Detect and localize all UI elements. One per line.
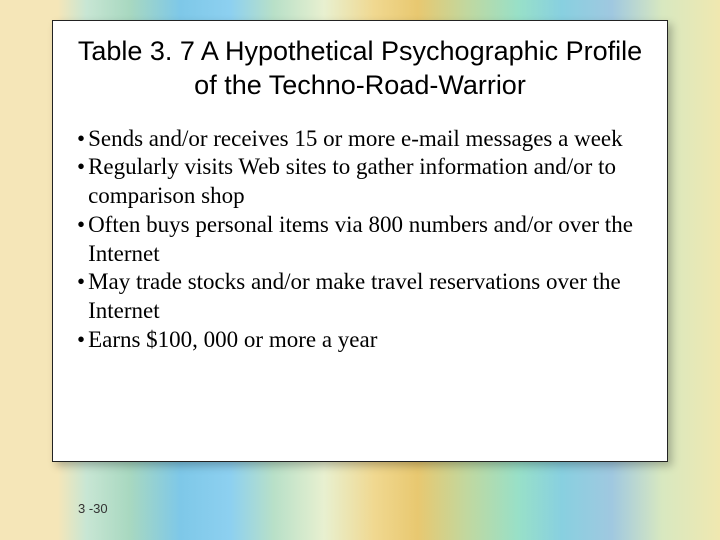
list-item: • Regularly visits Web sites to gather i… bbox=[77, 153, 647, 211]
bullet-text: Earns $100, 000 or more a year bbox=[88, 326, 647, 355]
bullet-text: Often buys personal items via 800 number… bbox=[88, 211, 647, 269]
bullet-list: • Sends and/or receives 15 or more e-mai… bbox=[73, 125, 647, 355]
slide-content-box: Table 3. 7 A Hypothetical Psychographic … bbox=[52, 20, 668, 462]
list-item: • Earns $100, 000 or more a year bbox=[77, 326, 647, 355]
bullet-icon: • bbox=[77, 268, 88, 297]
bullet-icon: • bbox=[77, 153, 88, 182]
bullet-text: May trade stocks and/or make travel rese… bbox=[88, 268, 647, 326]
bullet-icon: • bbox=[77, 326, 88, 355]
page-number: 3 -30 bbox=[78, 501, 108, 516]
list-item: • Sends and/or receives 15 or more e-mai… bbox=[77, 125, 647, 154]
bullet-text: Sends and/or receives 15 or more e-mail … bbox=[88, 125, 647, 154]
list-item: • May trade stocks and/or make travel re… bbox=[77, 268, 647, 326]
list-item: • Often buys personal items via 800 numb… bbox=[77, 211, 647, 269]
bullet-icon: • bbox=[77, 211, 88, 240]
slide-title: Table 3. 7 A Hypothetical Psychographic … bbox=[73, 35, 647, 103]
bullet-text: Regularly visits Web sites to gather inf… bbox=[88, 153, 647, 211]
bullet-icon: • bbox=[77, 125, 88, 154]
